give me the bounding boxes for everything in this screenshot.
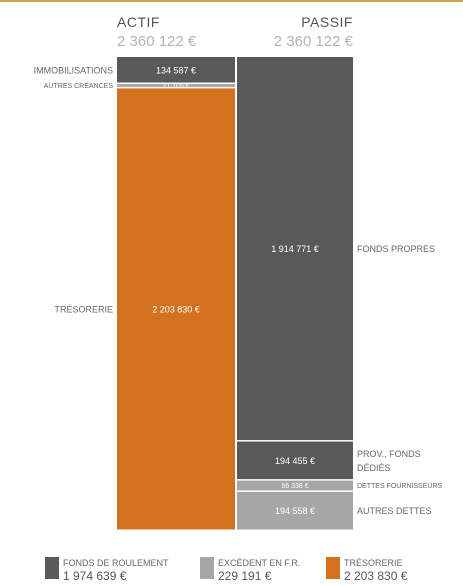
segment-value-1-1: 194 455 € xyxy=(275,456,315,466)
legend-label-0: FONDS DE ROULEMENT xyxy=(63,558,169,568)
legend-label-1: EXCÉDENT EN F.R. xyxy=(218,558,300,568)
segment-label-1-1-line-0: PROV., FONDS xyxy=(357,449,421,459)
segment-value-1-0: 1 914 771 € xyxy=(271,244,319,254)
bar-segment-1-0 xyxy=(237,57,353,441)
legend-label-2: TRÉSORERIE xyxy=(344,558,403,568)
segment-value-0-0: 134 587 € xyxy=(156,65,196,75)
bar-segment-1-2 xyxy=(237,480,353,491)
legend-value-0: 1 974 639 € xyxy=(63,569,127,583)
legend-value-2: 2 203 830 € xyxy=(344,569,408,583)
column-total-0: 2 360 122 € xyxy=(117,33,197,50)
segment-label-0-0: IMMOBILISATIONS xyxy=(34,65,113,75)
segment-label-1-2: DETTES FOURNISSEURS xyxy=(357,483,443,490)
segment-label-1-0: FONDS PROPRES xyxy=(357,244,435,254)
segment-value-1-2: 56 338 € xyxy=(281,483,308,490)
top-accent-line xyxy=(0,0,463,2)
segment-value-1-3: 194 558 € xyxy=(275,506,315,516)
bar-segment-0-0 xyxy=(117,57,235,83)
segment-label-1-3: AUTRES DETTES xyxy=(357,506,432,516)
legend-swatch-2 xyxy=(326,557,340,579)
bar-segment-0-1 xyxy=(117,84,235,87)
segment-label-0-1: AUTRES CRÉANCES xyxy=(44,81,114,90)
legend-swatch-1 xyxy=(200,557,214,579)
segment-value-0-2: 2 203 830 € xyxy=(152,304,200,314)
column-total-1: 2 360 122 € xyxy=(274,33,354,50)
bar-segment-1-3 xyxy=(237,491,353,530)
bar-segment-1-1 xyxy=(237,441,353,480)
segment-label-1-1-line-1: DÉDIÉS xyxy=(357,463,391,473)
legend-swatch-0 xyxy=(45,557,59,579)
legend-value-1: 229 191 € xyxy=(218,569,272,583)
segment-label-0-2: TRÉSORERIE xyxy=(54,304,113,314)
column-title-0: ACTIF xyxy=(117,14,160,30)
bar-segment-0-2 xyxy=(117,88,235,530)
column-title-1: PASSIF xyxy=(301,14,353,30)
segment-value-0-1: 21 705 € xyxy=(162,83,189,90)
